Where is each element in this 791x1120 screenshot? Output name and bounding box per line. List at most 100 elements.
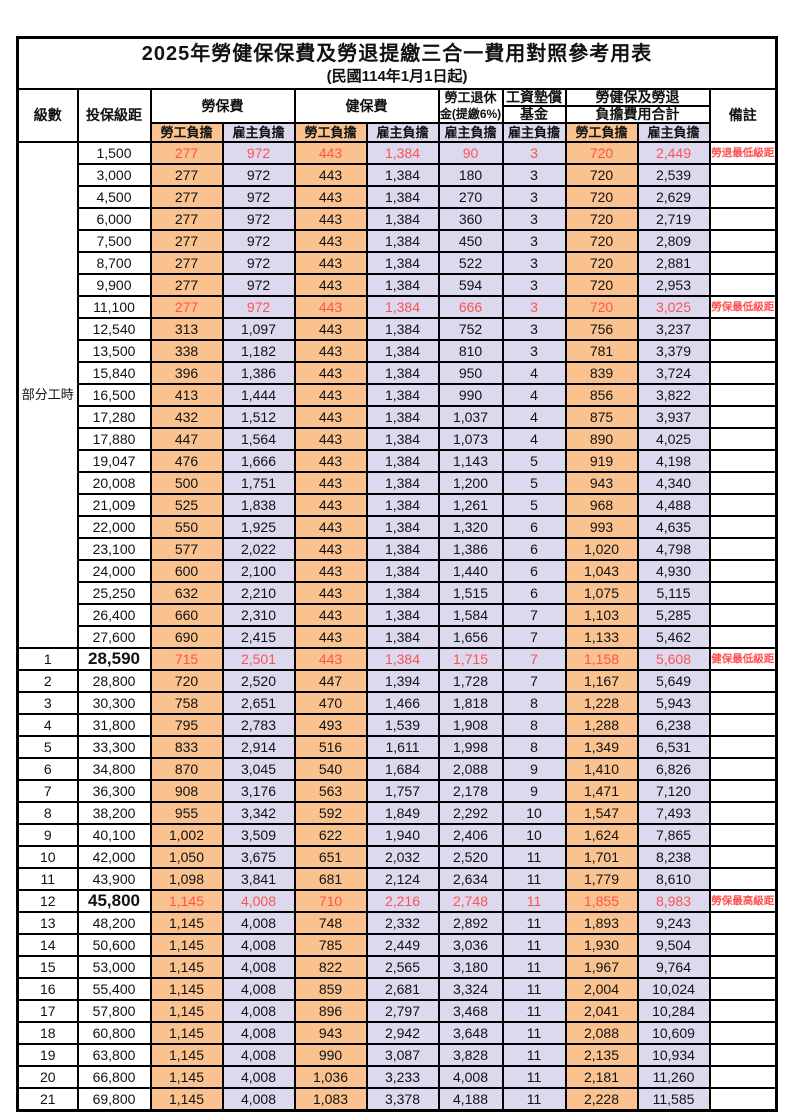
cell-value: 4,008 (221, 911, 296, 935)
cell-value: 1,145 (149, 1043, 224, 1067)
cell-value: 1,384 (365, 207, 440, 231)
cell-value: 1,715 (437, 647, 504, 671)
cell-value: 720 (564, 185, 639, 209)
cell-value: 1,930 (564, 933, 639, 957)
header-labor-employee-share: 勞工負擔 (149, 122, 224, 143)
cell-value: 7 (501, 603, 567, 627)
cell-value: 277 (149, 251, 224, 275)
cell-value: 11 (501, 1087, 567, 1112)
cell-value: 11,585 (636, 1087, 711, 1112)
cell-bracket: 38,200 (76, 801, 152, 825)
cell-value: 10,024 (636, 977, 711, 1001)
table-row: 13 48,200 1,145 4,008 748 2,332 2,892 11 1,893 9,… (16, 911, 778, 935)
cell-value: 660 (149, 603, 224, 627)
cell-bracket: 45,800 (76, 889, 152, 913)
cell-value: 3,379 (636, 339, 711, 363)
cell-value: 443 (293, 273, 368, 297)
cell-bracket: 36,300 (76, 779, 152, 803)
cell-value: 1,384 (365, 339, 440, 363)
cell-value: 1,167 (564, 669, 639, 693)
cell-value: 8 (501, 713, 567, 737)
cell-value: 810 (437, 339, 504, 363)
cell-value: 943 (564, 471, 639, 495)
cell-value: 600 (149, 559, 224, 583)
cell-value: 11 (501, 889, 567, 913)
table-row: 20 66,800 1,145 4,008 1,036 3,233 4,008 11 2,181… (16, 1065, 778, 1089)
cell-value: 9,243 (636, 911, 711, 935)
cell-bracket: 19,047 (76, 449, 152, 473)
cell-value: 443 (293, 493, 368, 517)
cell-value: 7 (501, 669, 567, 693)
cell-remark (708, 867, 778, 891)
cell-value: 6 (501, 537, 567, 561)
cell-value: 1,200 (437, 471, 504, 495)
cell-remark (708, 559, 778, 583)
cell-value: 563 (293, 779, 368, 803)
table-row: 16 55,400 1,145 4,008 859 2,681 3,324 11 2,004 10… (16, 977, 778, 1001)
cell-value: 1,145 (149, 977, 224, 1001)
cell-value: 2,041 (564, 999, 639, 1023)
cell-value: 1,893 (564, 911, 639, 935)
cell-bracket: 40,100 (76, 823, 152, 847)
cell-value: 1,998 (437, 735, 504, 759)
cell-value: 1,757 (365, 779, 440, 803)
header-labor-insurance: 勞保費 (149, 88, 296, 124)
table-row: 8,700 277 972 443 1,384 522 3 720 2,881 (18, 251, 778, 275)
cell-value: 270 (437, 185, 504, 209)
cell-value: 3 (501, 229, 567, 253)
cell-remark (708, 713, 778, 737)
cell-value: 7,493 (636, 801, 711, 825)
cell-value: 1,145 (149, 933, 224, 957)
cell-value: 2,881 (636, 251, 711, 275)
cell-value: 2,449 (365, 933, 440, 957)
cell-value: 2,634 (437, 867, 504, 891)
cell-level: 19 (16, 1043, 79, 1067)
cell-bracket: 20,008 (76, 471, 152, 495)
cell-value: 1,384 (365, 493, 440, 517)
cell-value: 5,285 (636, 603, 711, 627)
cell-value: 10 (501, 823, 567, 847)
cell-value: 1,515 (437, 581, 504, 605)
cell-value: 11 (501, 1065, 567, 1089)
table-row: 16,500 413 1,444 443 1,384 990 4 856 3,822 (18, 383, 778, 407)
cell-value: 1,002 (149, 823, 224, 847)
cell-value: 3 (501, 207, 567, 231)
cell-value: 3 (501, 339, 567, 363)
cell-value: 9,504 (636, 933, 711, 957)
cell-value: 1,288 (564, 713, 639, 737)
cell-value: 2,310 (221, 603, 296, 627)
cell-value: 1,384 (365, 471, 440, 495)
cell-value: 2,178 (437, 779, 504, 803)
cell-value: 5,115 (636, 581, 711, 605)
cell-value: 3,724 (636, 361, 711, 385)
cell-bracket: 57,800 (76, 999, 152, 1023)
cell-value: 3,233 (365, 1065, 440, 1089)
cell-bracket: 26,400 (76, 603, 152, 627)
cell-value: 4,008 (221, 977, 296, 1001)
cell-value: 2,210 (221, 581, 296, 605)
cell-remark (708, 757, 778, 781)
cell-level: 6 (16, 757, 79, 781)
header-row-groups: 級數 投保級距 勞保費 健保費 勞工退休 金(提繳6%) 工資墊償 勞健保及勞退… (16, 88, 778, 143)
table-row: 17,880 447 1,564 443 1,384 1,073 4 890 4,025 (18, 427, 778, 451)
cell-value: 990 (293, 1043, 368, 1067)
table-row: 3,000 277 972 443 1,384 180 3 720 2,539 (18, 163, 778, 187)
cell-value: 8 (501, 691, 567, 715)
cell-value: 3,087 (365, 1043, 440, 1067)
cell-value: 443 (293, 317, 368, 341)
header-labor-employer-share: 雇主負擔 (221, 122, 296, 143)
cell-level: 9 (16, 823, 79, 847)
cell-value: 2,942 (365, 1021, 440, 1045)
cell-value: 4,008 (437, 1065, 504, 1089)
cell-value: 1,050 (149, 845, 224, 869)
cell-value: 1,684 (365, 757, 440, 781)
cell-value: 443 (293, 361, 368, 385)
table-row: 9 40,100 1,002 3,509 622 1,940 2,406 10 1,624 7,8… (16, 823, 778, 847)
cell-value: 2,748 (437, 889, 504, 913)
cell-level: 15 (16, 955, 79, 979)
cell-value: 443 (293, 647, 368, 671)
cell-value: 4,025 (636, 427, 711, 451)
cell-remark (708, 779, 778, 803)
cell-value: 4,008 (221, 1065, 296, 1089)
cell-bracket: 11,100 (76, 295, 152, 319)
